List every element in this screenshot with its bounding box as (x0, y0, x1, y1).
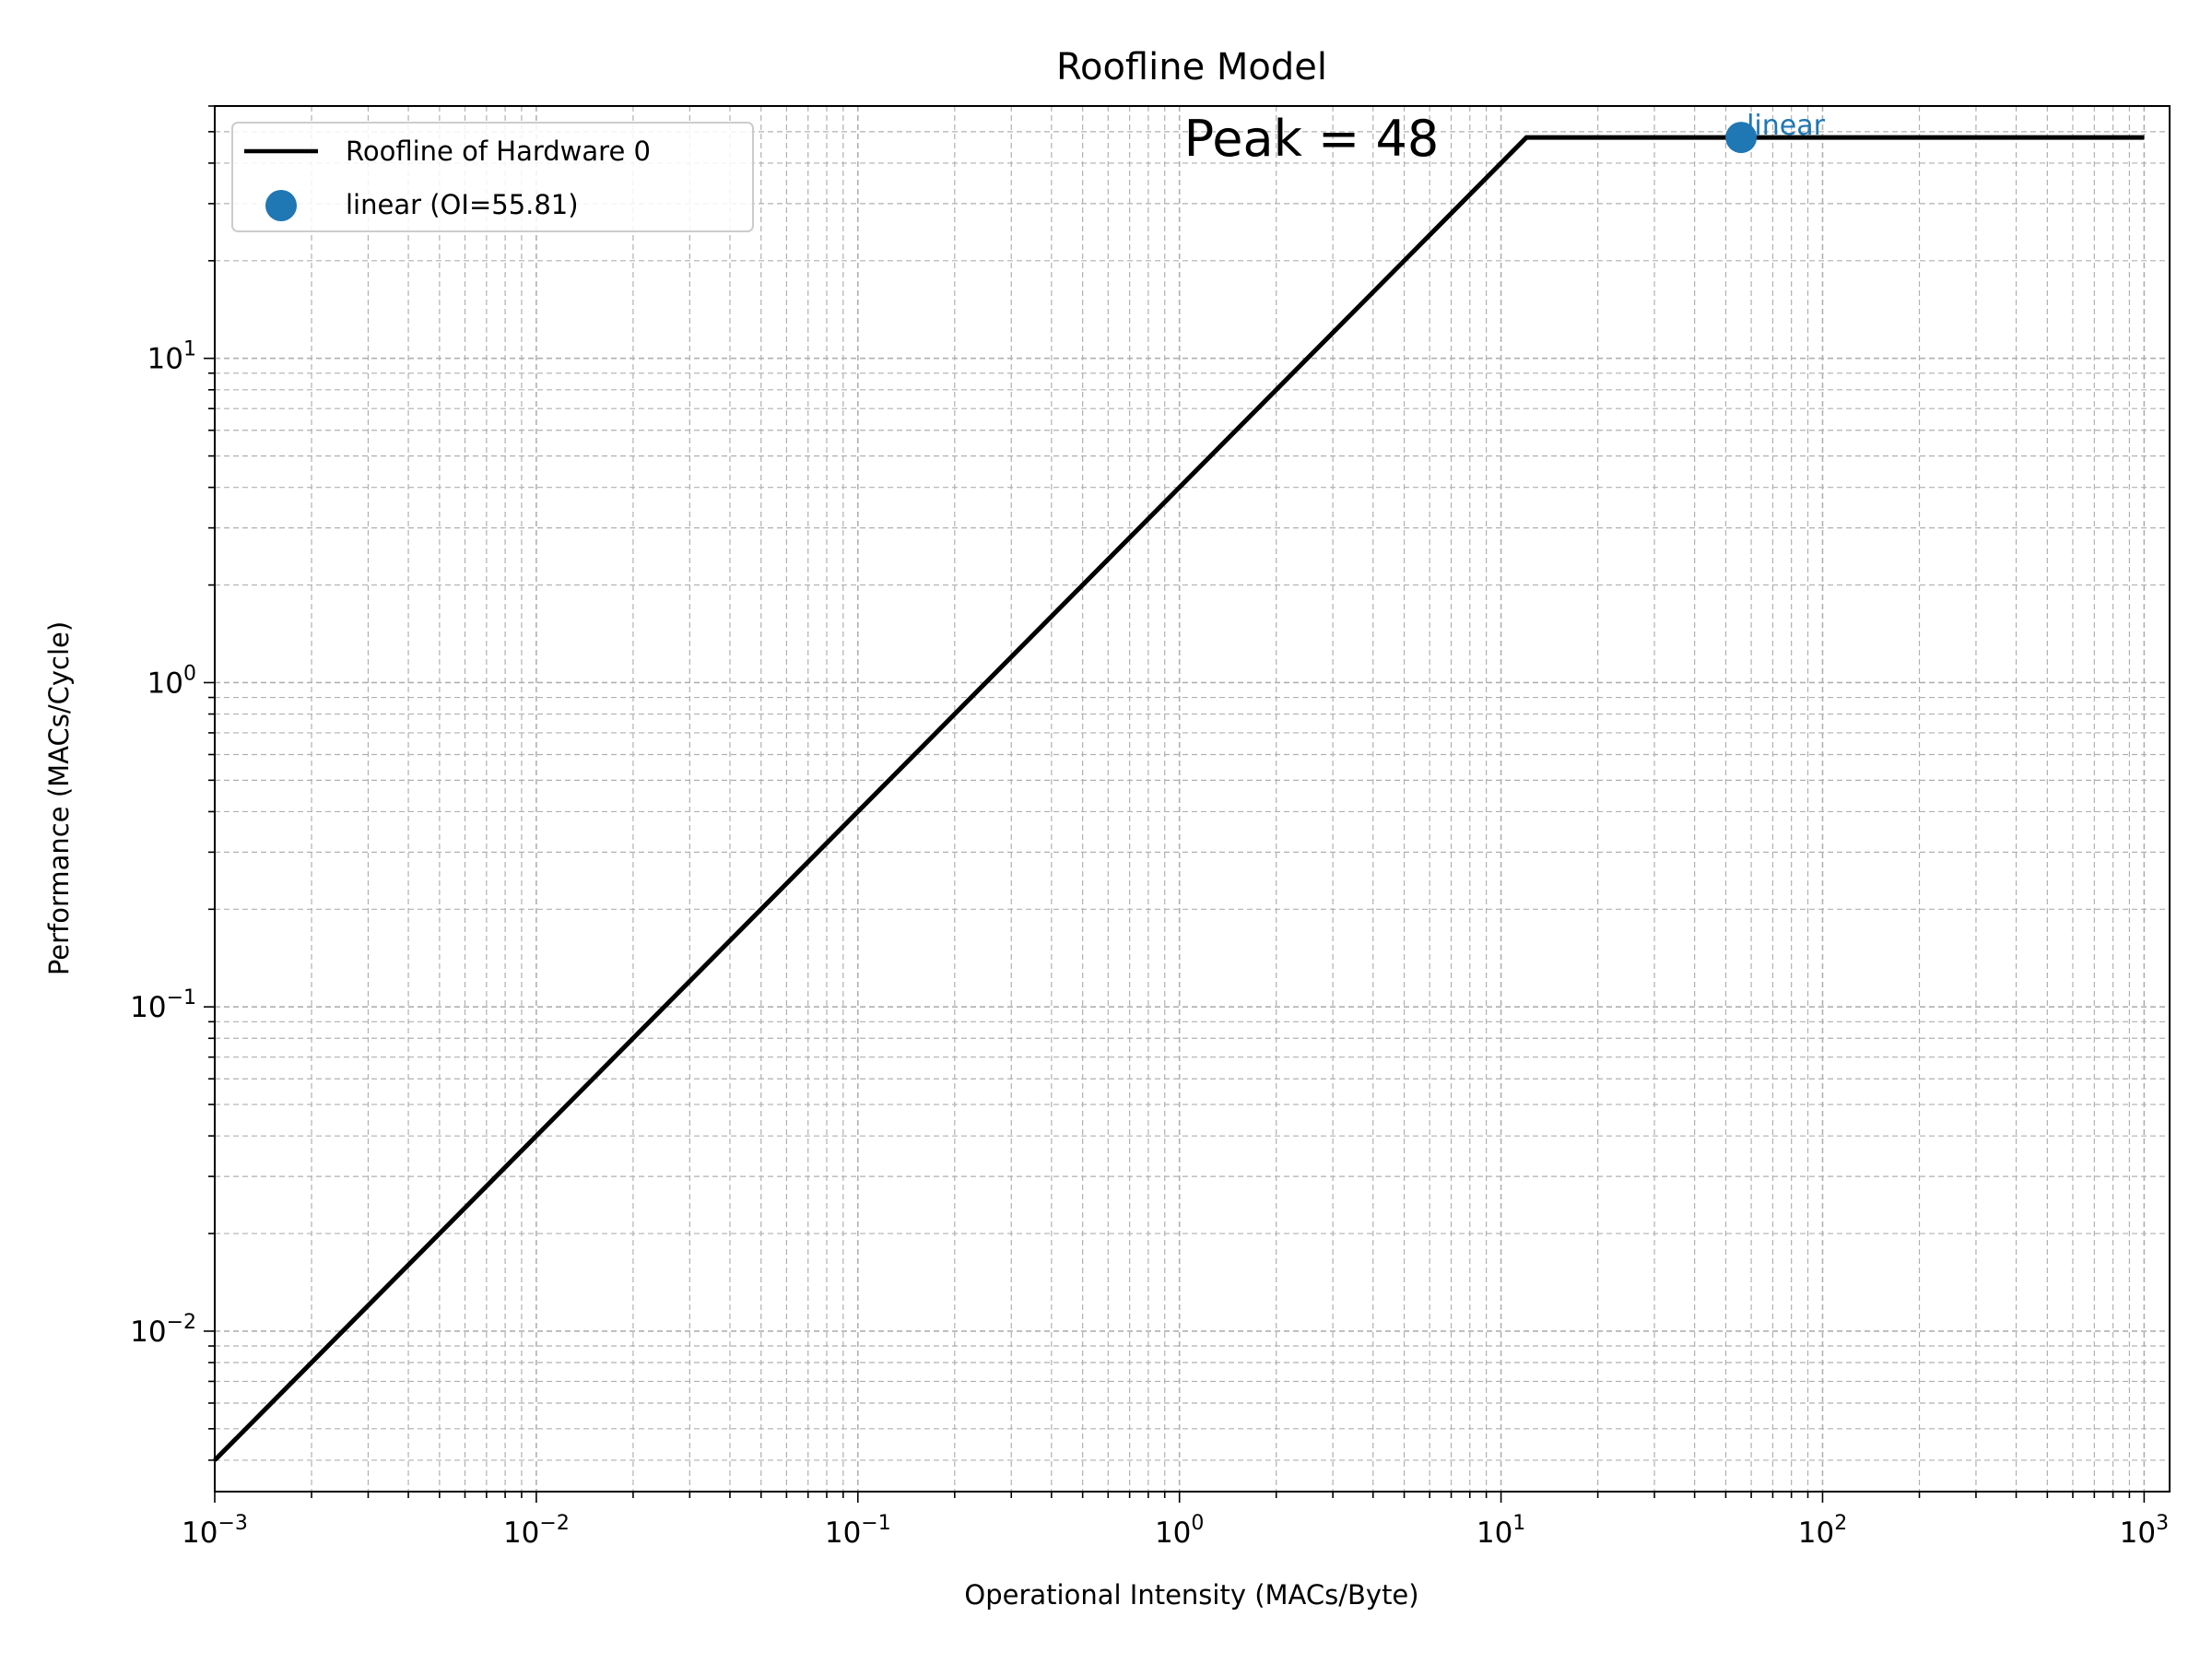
legend-label-roofline: Roofline of Hardware 0 (346, 136, 651, 167)
x-axis-label: Operational Intensity (MACs/Byte) (964, 1579, 1418, 1611)
legend-label-linear: linear (OI=55.81) (346, 189, 579, 220)
x-tick-label: 10−3 (182, 1512, 248, 1550)
scatter-point-linear (1725, 122, 1758, 154)
x-tick-label: 103 (2120, 1512, 2169, 1550)
x-tick-label: 102 (1798, 1512, 1847, 1550)
x-tick-label: 10−2 (503, 1512, 570, 1550)
y-tick-label: 101 (147, 338, 196, 376)
scatter-point-label: linear (1747, 110, 1826, 142)
y-axis-label: Performance (MACs/Cycle) (43, 621, 75, 975)
plot-frame (214, 105, 2171, 1493)
y-tick-label: 10−2 (130, 1311, 196, 1349)
x-tick-label: 101 (1477, 1512, 1525, 1550)
peak-annotation: Peak = 48 (1184, 110, 1440, 168)
x-tick-label: 10−1 (825, 1512, 891, 1550)
x-tick-label: 100 (1155, 1512, 1204, 1550)
legend: Roofline of Hardware 0 linear (OI=55.81) (231, 122, 754, 232)
plot-data: linear Peak = 48 (213, 110, 2145, 1462)
legend-box (231, 122, 754, 232)
chart-title: Roofline Model (1056, 46, 1327, 89)
grid-lines (214, 105, 2170, 1492)
axis-ticks: 10−3 10−2 10−1 100 101 102 103 10−2 10−1 100 101 (130, 105, 2169, 1550)
legend-marker-swatch (265, 190, 297, 221)
y-tick-label: 10−1 (130, 986, 196, 1024)
roofline-series-line (213, 135, 2145, 1462)
y-tick-label: 100 (147, 662, 196, 700)
